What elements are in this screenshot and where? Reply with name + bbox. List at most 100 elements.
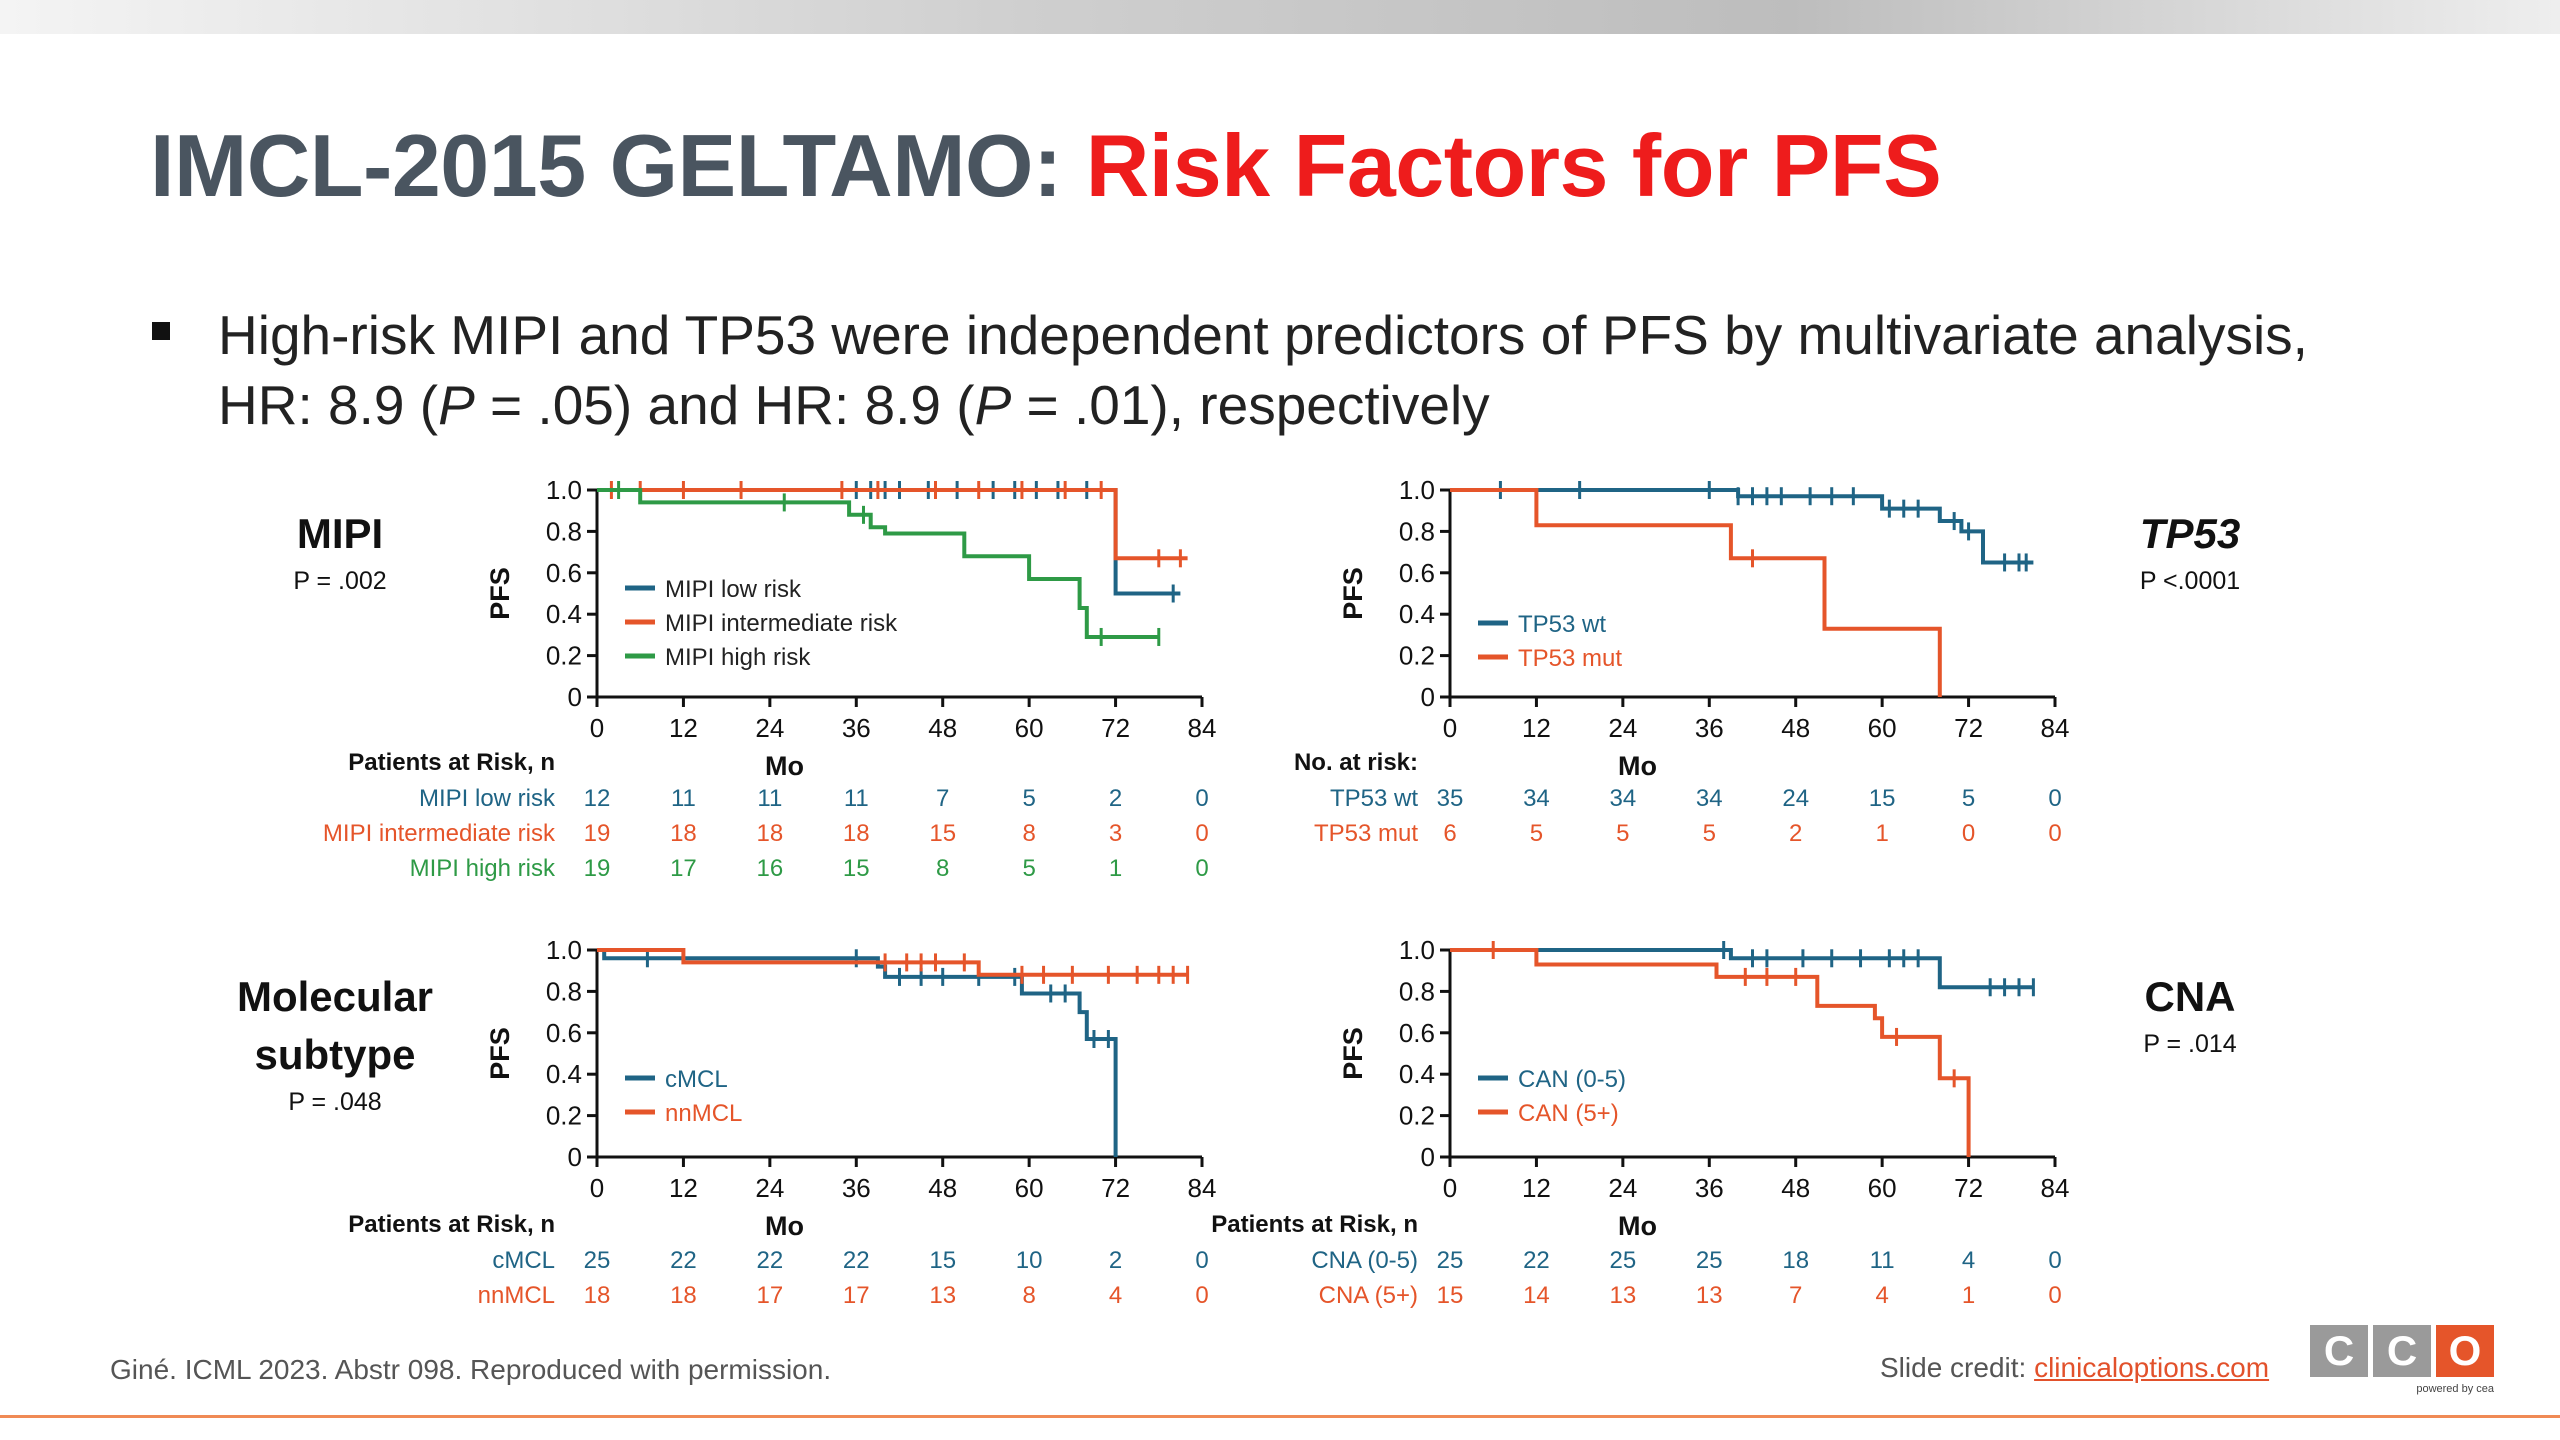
tp53-risk-table-header: No. at risk: xyxy=(1294,749,1418,776)
bullet-text: High-risk MIPI and TP53 were independent… xyxy=(218,300,2318,440)
mipi-y-tick-label: 0.8 xyxy=(546,516,582,546)
molecular-risk-value: 13 xyxy=(929,1282,956,1309)
mipi-risk-value: 0 xyxy=(1195,855,1208,882)
cna-x-tick-label: 84 xyxy=(2041,1173,2070,1203)
mipi-risk-value: 12 xyxy=(584,785,611,812)
mipi-risk-value: 18 xyxy=(757,820,784,847)
tp53-side-p: P <.0001 xyxy=(2139,567,2241,595)
tp53-y-tick-label: 0.2 xyxy=(1399,641,1435,671)
tp53-risk-value: 0 xyxy=(1962,820,1975,847)
cna-legend-label: CAN (0-5) xyxy=(1518,1066,1626,1093)
molecular-risk-row-label: nnMCL xyxy=(478,1282,555,1309)
mipi-risk-value: 8 xyxy=(1022,820,1035,847)
molecular-series-line-1 xyxy=(597,948,1188,977)
mipi-side-title: MIPI xyxy=(296,510,384,557)
mipi-x-tick-label: 24 xyxy=(755,713,784,743)
mipi-risk-value: 19 xyxy=(584,820,611,847)
mipi-x-tick-label: 36 xyxy=(842,713,871,743)
cna-risk-value: 0 xyxy=(2048,1282,2061,1309)
tp53-risk-value: 5 xyxy=(1616,820,1629,847)
cna-risk-value: 25 xyxy=(1437,1247,1464,1274)
mipi-risk-row-label: MIPI high risk xyxy=(410,855,556,882)
tp53-x-tick-label: 12 xyxy=(1522,713,1551,743)
bullet-p-2: P xyxy=(974,374,1012,436)
cna-risk-row-label: CNA (5+) xyxy=(1319,1282,1418,1309)
molecular-x-tick-label: 36 xyxy=(842,1173,871,1203)
mipi-y-tick-label: 1.0 xyxy=(546,475,582,505)
molecular-risk-value: 18 xyxy=(584,1282,611,1309)
molecular-risk-value: 15 xyxy=(929,1247,956,1274)
mipi-risk-value: 16 xyxy=(757,855,784,882)
cco-logo: C C O powered by cea xyxy=(2310,1325,2494,1395)
molecular-side-p: P = .048 xyxy=(288,1088,382,1116)
molecular-risk-value: 22 xyxy=(843,1247,870,1274)
tp53-risk-value: 6 xyxy=(1443,820,1456,847)
tp53-risk-value: 5 xyxy=(1703,820,1716,847)
mipi-y-axis-label: PFS xyxy=(485,567,515,620)
cna-legend-label: CAN (5+) xyxy=(1518,1100,1619,1127)
cna-risk-value: 15 xyxy=(1437,1282,1464,1309)
mipi-risk-value: 18 xyxy=(670,820,697,847)
molecular-x-tick-label: 12 xyxy=(669,1173,698,1203)
molecular-y-tick-label: 0.2 xyxy=(546,1101,582,1131)
mipi-risk-value: 2 xyxy=(1109,785,1122,812)
molecular-y-tick-label: 0.4 xyxy=(546,1059,582,1089)
mipi-series-line-2 xyxy=(597,488,1159,639)
mipi-risk-value: 0 xyxy=(1195,785,1208,812)
tp53-side-label: TP53 P <.0001 xyxy=(2090,505,2290,596)
molecular-x-tick-label: 84 xyxy=(1188,1173,1217,1203)
cna-x-tick-label: 60 xyxy=(1868,1173,1897,1203)
molecular-risk-value: 18 xyxy=(670,1282,697,1309)
cna-side-p: P = .014 xyxy=(2143,1030,2237,1058)
mipi-side-p: P = .002 xyxy=(293,567,387,595)
mipi-legend-label: MIPI low risk xyxy=(665,576,802,603)
mipi-risk-row-label: MIPI low risk xyxy=(419,785,556,812)
molecular-y-tick-label: 0.6 xyxy=(546,1018,582,1048)
tp53-risk-row-label: TP53 wt xyxy=(1330,785,1418,812)
mipi-legend-label: MIPI high risk xyxy=(665,644,811,671)
cna-risk-value: 25 xyxy=(1696,1247,1723,1274)
logo-letter-c2: C xyxy=(2373,1325,2431,1377)
molecular-y-tick-label: 1.0 xyxy=(546,935,582,965)
mipi-x-tick-label: 0 xyxy=(590,713,604,743)
cna-side-title: CNA xyxy=(2144,973,2236,1020)
molecular-x-tick-label: 24 xyxy=(755,1173,784,1203)
mipi-risk-value: 15 xyxy=(929,820,956,847)
mipi-risk-value: 1 xyxy=(1109,855,1122,882)
molecular-risk-value: 17 xyxy=(757,1282,784,1309)
bullet-text-1: High-risk MIPI and TP53 were independent… xyxy=(218,304,2308,436)
tp53-series-line-1 xyxy=(1450,488,1942,697)
logo-powered-by: powered by cea xyxy=(2416,1383,2494,1395)
tp53-risk-value: 35 xyxy=(1437,785,1464,812)
cna-risk-value: 4 xyxy=(1962,1247,1975,1274)
cna-risk-value: 1 xyxy=(1962,1282,1975,1309)
molecular-risk-value: 0 xyxy=(1195,1247,1208,1274)
logo-letter-c1: C xyxy=(2310,1325,2368,1377)
tp53-legend-label: TP53 mut xyxy=(1518,645,1622,672)
cna-y-tick-label: 0.2 xyxy=(1399,1101,1435,1131)
cna-side-label: CNA P = .014 xyxy=(2090,968,2290,1059)
mipi-y-tick-label: 0.4 xyxy=(546,599,582,629)
cna-risk-value: 14 xyxy=(1523,1282,1550,1309)
molecular-risk-value: 17 xyxy=(843,1282,870,1309)
molecular-legend-label: nnMCL xyxy=(665,1100,742,1127)
cna-risk-value: 13 xyxy=(1696,1282,1723,1309)
mipi-risk-value: 7 xyxy=(936,785,949,812)
molecular-risk-value: 25 xyxy=(584,1247,611,1274)
tp53-x-tick-label: 36 xyxy=(1695,713,1724,743)
cna-risk-value: 18 xyxy=(1782,1247,1809,1274)
cna-x-tick-label: 72 xyxy=(1954,1173,1983,1203)
mipi-risk-value: 3 xyxy=(1109,820,1122,847)
molecular-x-tick-label: 0 xyxy=(590,1173,604,1203)
molecular-risk-value: 8 xyxy=(1022,1282,1035,1309)
tp53-risk-value: 5 xyxy=(1530,820,1543,847)
credit-link[interactable]: clinicaloptions.com xyxy=(2034,1352,2270,1383)
tp53-x-tick-label: 24 xyxy=(1608,713,1637,743)
cna-y-tick-label: 1.0 xyxy=(1399,935,1435,965)
cna-x-tick-label: 24 xyxy=(1608,1173,1637,1203)
cna-y-tick-label: 0.8 xyxy=(1399,976,1435,1006)
bullet-text-2: = .05) and HR: 8.9 ( xyxy=(474,374,975,436)
mipi-x-tick-label: 48 xyxy=(928,713,957,743)
tp53-x-tick-label: 72 xyxy=(1954,713,1983,743)
